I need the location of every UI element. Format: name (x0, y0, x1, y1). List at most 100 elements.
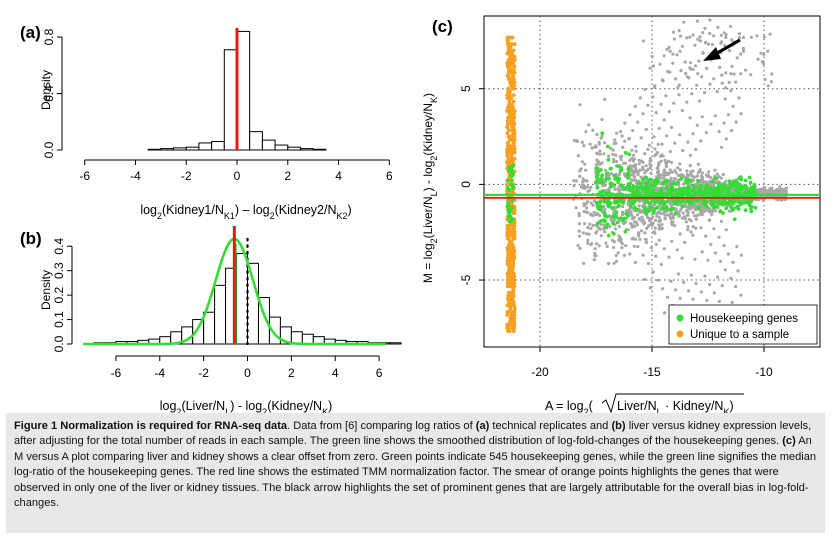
grey-gene-point (718, 65, 722, 69)
y-tick-label: 0.8 (42, 28, 56, 45)
grey-gene-point (624, 161, 628, 165)
x-tick-label: 2 (288, 366, 295, 380)
housekeeping-gene-point (611, 221, 615, 226)
unique-gene-point (505, 147, 509, 152)
housekeeping-gene-point (670, 185, 675, 189)
grey-gene-point (667, 255, 671, 259)
grey-gene-point (688, 116, 692, 120)
grey-gene-point (720, 73, 724, 77)
grey-gene-point (667, 171, 671, 175)
housekeeping-gene-point (673, 201, 678, 206)
grey-gene-point (777, 198, 781, 202)
histogram-bar (160, 148, 175, 151)
grey-gene-point (664, 164, 668, 168)
unique-gene-point (510, 125, 515, 129)
grey-gene-point (578, 174, 582, 178)
unique-gene-point (509, 70, 514, 75)
grey-gene-point (694, 217, 698, 221)
grey-gene-point (578, 103, 582, 107)
grey-gene-point (634, 170, 638, 174)
housekeeping-gene-point (508, 206, 513, 211)
grey-gene-point (595, 212, 599, 216)
housekeeping-gene-point (694, 199, 699, 204)
grey-gene-point (685, 75, 690, 79)
housekeeping-gene-point (613, 200, 617, 205)
unique-gene-point (510, 268, 515, 273)
grey-gene-point (657, 215, 661, 219)
housekeeping-gene-point (673, 211, 678, 216)
grey-gene-point (724, 71, 728, 75)
unique-gene-point (511, 313, 516, 317)
grey-gene-point (683, 240, 687, 244)
housekeeping-gene-point (659, 187, 663, 192)
housekeeping-gene-point (605, 214, 609, 219)
housekeeping-gene-point (748, 187, 752, 192)
grey-gene-point (704, 208, 708, 212)
histogram-bar (236, 30, 251, 151)
grey-gene-point (623, 139, 627, 143)
housekeeping-gene-point (745, 189, 750, 193)
grey-gene-point (656, 142, 660, 146)
housekeeping-gene-point (747, 203, 752, 208)
housekeeping-gene-point (509, 174, 514, 179)
unique-gene-point (511, 259, 515, 263)
unique-gene-point (508, 300, 513, 305)
housekeeping-gene-point (634, 207, 639, 212)
y-tick-label: 0.0 (52, 335, 66, 352)
unique-gene-point (511, 147, 515, 152)
grey-gene-point (719, 219, 724, 223)
grey-gene-point (778, 184, 782, 189)
grey-gene-point (696, 162, 701, 166)
grey-gene-point (722, 31, 726, 35)
grey-gene-point (580, 160, 585, 164)
grey-gene-point (656, 278, 660, 282)
grey-gene-point (723, 97, 727, 101)
unique-gene-point (512, 211, 517, 216)
grey-gene-point (649, 246, 654, 250)
grey-gene-point (762, 185, 767, 189)
x-tick-label: -20 (531, 365, 549, 379)
grey-gene-point (700, 211, 704, 215)
svg-text:A = log2(: A = log2( (545, 399, 594, 417)
grey-gene-point (642, 222, 646, 226)
unique-gene-point (509, 121, 513, 126)
grey-gene-point (678, 232, 682, 236)
grey-gene-point (698, 35, 702, 39)
histogram-bar (301, 333, 314, 345)
grey-gene-point (679, 68, 683, 73)
grey-gene-point (684, 220, 689, 224)
housekeeping-gene-point (742, 184, 747, 188)
grey-gene-point (586, 189, 590, 193)
grey-gene-point (763, 77, 767, 81)
grey-gene-point (661, 287, 665, 291)
grey-gene-point (779, 191, 783, 195)
unique-gene-point (506, 322, 510, 327)
grey-gene-point (730, 300, 734, 304)
grey-gene-point (682, 280, 686, 284)
unique-gene-point (507, 243, 512, 247)
housekeeping-gene-point (751, 189, 755, 193)
grey-gene-point (759, 51, 763, 55)
grey-gene-point (689, 172, 693, 176)
figure-caption: Figure 1 Normalization is required for R… (6, 413, 825, 533)
grey-gene-point (595, 132, 599, 136)
grey-gene-point (641, 218, 646, 222)
grey-gene-point (766, 49, 770, 53)
housekeeping-gene-point (646, 180, 650, 185)
unique-gene-point (511, 131, 515, 136)
grey-gene-point (599, 234, 604, 238)
housekeeping-gene-point (619, 168, 624, 173)
caption-bold-text: Figure 1 Normalization is required for R… (14, 420, 288, 432)
grey-gene-point (681, 148, 685, 153)
grey-gene-point (674, 288, 678, 292)
housekeeping-gene-point (679, 176, 684, 181)
housekeeping-gene-point (737, 176, 742, 181)
grey-gene-point (661, 79, 665, 83)
housekeeping-gene-point (510, 164, 515, 169)
grey-gene-point (720, 40, 724, 44)
housekeeping-gene-point (710, 179, 715, 184)
grey-gene-point (629, 210, 633, 214)
housekeeping-gene-point (623, 229, 628, 234)
housekeeping-gene-point (614, 210, 619, 215)
grey-gene-point (724, 86, 728, 90)
